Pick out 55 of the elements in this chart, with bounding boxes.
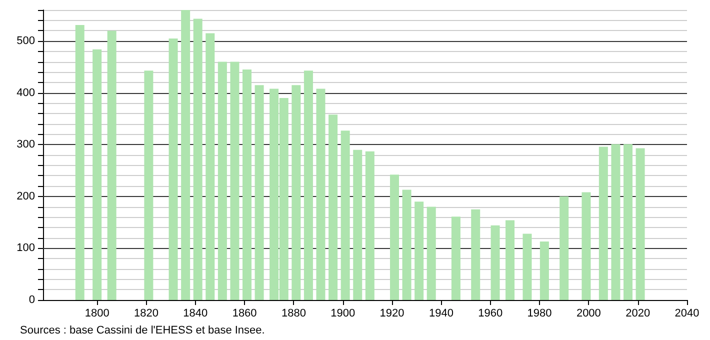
y-tick-label: 300 xyxy=(16,138,35,151)
bar xyxy=(506,220,515,300)
bar xyxy=(168,38,178,300)
bar xyxy=(316,88,326,300)
bar xyxy=(490,225,500,300)
bar xyxy=(414,202,424,300)
bar xyxy=(471,209,480,300)
bar xyxy=(560,196,569,300)
bar xyxy=(304,70,313,300)
bar xyxy=(206,33,215,300)
x-tick-label: 2020 xyxy=(626,308,650,320)
bar xyxy=(426,206,436,300)
source-note: Sources : base Cassini de l'EHESS et base Insee. xyxy=(20,324,265,336)
bar xyxy=(181,10,190,300)
bar xyxy=(611,144,620,300)
bar xyxy=(242,70,252,300)
x-tick-label: 1880 xyxy=(281,308,306,320)
y-tick-label: 500 xyxy=(16,35,35,48)
bar xyxy=(365,151,374,300)
x-tick-label: 1940 xyxy=(428,308,454,320)
x-tick-label: 1920 xyxy=(380,308,404,320)
x-tick-label: 1860 xyxy=(232,308,257,320)
bar xyxy=(390,174,399,300)
bar xyxy=(451,216,460,300)
x-tick-label: 1820 xyxy=(134,308,158,320)
y-tick-label: 0 xyxy=(28,294,35,306)
bar xyxy=(353,150,362,300)
bar xyxy=(540,241,549,300)
y-tick-label: 400 xyxy=(16,86,35,99)
x-tick-label: 2000 xyxy=(576,308,601,320)
bar xyxy=(92,49,102,300)
y-tick-label: 200 xyxy=(16,190,35,202)
bar xyxy=(218,62,227,300)
bar xyxy=(107,30,116,300)
x-tick-label: 1960 xyxy=(478,308,503,320)
bar xyxy=(292,85,301,300)
x-tick-label: 1840 xyxy=(183,308,208,320)
bar xyxy=(144,70,154,300)
bar xyxy=(522,234,532,300)
bar xyxy=(340,130,350,300)
bar xyxy=(75,25,84,300)
bar xyxy=(328,114,338,300)
x-tick-label: 2040 xyxy=(674,308,700,320)
bar xyxy=(582,192,591,300)
bar xyxy=(402,190,412,300)
bar xyxy=(230,62,240,300)
bar xyxy=(636,148,645,300)
y-tick-label: 100 xyxy=(16,242,35,254)
x-tick-label: 1800 xyxy=(84,308,110,320)
x-tick-label: 1980 xyxy=(527,308,552,320)
bar xyxy=(598,146,608,300)
x-tick-label: 1900 xyxy=(330,308,356,320)
bar xyxy=(193,18,202,300)
bar xyxy=(254,85,264,300)
bar xyxy=(624,144,633,300)
